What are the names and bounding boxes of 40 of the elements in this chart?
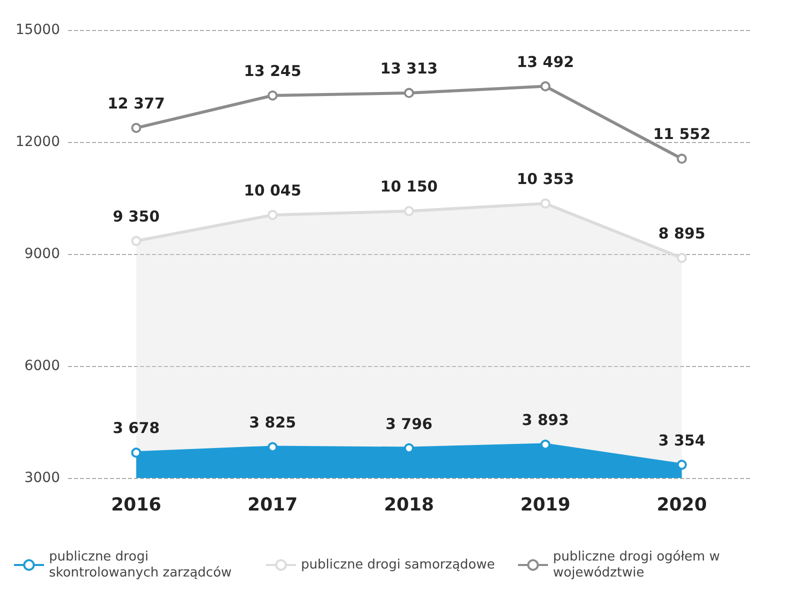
x-tick-label: 2017 [248,494,298,516]
data-label: 10 045 [244,181,302,200]
legend-label: publiczne drogi ogółem w województwie [553,550,724,580]
x-tick-label: 2018 [384,494,434,516]
y-tick-label: 12000 [15,134,60,150]
legend-label: publiczne drogi skontrolowanych zarządców [49,550,232,580]
y-tick-label: 6000 [24,358,60,374]
data-label: 12 377 [107,94,165,112]
point [131,236,142,246]
point [268,210,278,220]
point [676,252,687,263]
data-label: 13 492 [516,52,574,71]
point [676,154,687,164]
point [404,206,414,216]
point [404,88,414,98]
x-tick-label: 2020 [656,494,707,516]
data-label: 9 350 [112,207,160,226]
data-label: 11 552 [653,125,711,144]
x-tick-label: 2016 [111,494,162,516]
data-label: 3 825 [249,414,296,432]
x-tick-label: 2019 [520,494,570,516]
data-label: 3 354 [658,431,706,450]
data-label: 3 893 [522,411,569,430]
y-tick-label: 15000 [15,22,60,38]
data-label: 10 150 [380,178,438,196]
data-label: 8 895 [658,224,706,242]
data-label: 10 353 [516,170,574,188]
point [131,122,142,133]
point [268,90,278,101]
data-label: 13 245 [244,62,302,80]
point [540,198,550,208]
legend-label: publiczne drogi samorządowe [301,558,495,572]
y-tick-label: 9000 [24,246,60,262]
point [131,448,142,458]
point [540,81,550,92]
data-label: 13 313 [380,59,438,78]
point [676,460,687,470]
data-label: 3 678 [112,419,160,438]
data-label: 3 796 [386,414,432,433]
y-tick-label: 3000 [24,470,60,486]
